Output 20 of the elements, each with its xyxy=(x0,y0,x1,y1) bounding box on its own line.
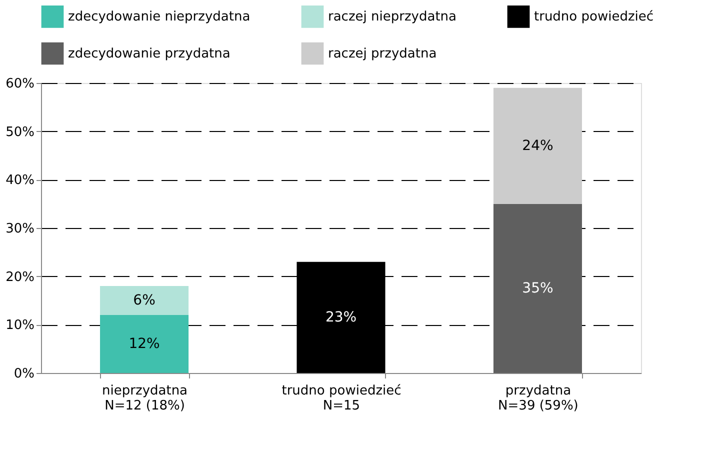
x-tick-label: nieprzydatna N=12 (18%) xyxy=(102,384,188,414)
y-tick-label: 60% xyxy=(6,76,34,92)
y-tick-label: 0% xyxy=(14,366,34,382)
data-label: 6% xyxy=(133,292,156,308)
y-tick-label: 20% xyxy=(6,270,34,285)
legend-label: zdecydowanie przydatna xyxy=(68,46,230,62)
legend-label: zdecydowanie nieprzydatna xyxy=(68,10,250,25)
legend-label: raczej nieprzydatna xyxy=(328,10,457,25)
data-label: 23% xyxy=(325,309,357,326)
x-tick-label: trudno powiedzieć N=15 xyxy=(282,384,402,414)
y-tick-label: 50% xyxy=(6,124,34,140)
y-tick-label: 10% xyxy=(6,318,34,334)
y-tick-label: 40% xyxy=(6,173,34,188)
legend-label: raczej przydatna xyxy=(328,46,437,62)
data-label: 35% xyxy=(522,280,554,296)
y-tick-label: 30% xyxy=(6,222,34,236)
data-label: 24% xyxy=(522,138,554,154)
legend-label: trudno powiedzieć xyxy=(534,10,654,25)
data-label: 12% xyxy=(128,336,160,352)
x-tick-label: przydatna N=39 (59%) xyxy=(498,384,578,414)
